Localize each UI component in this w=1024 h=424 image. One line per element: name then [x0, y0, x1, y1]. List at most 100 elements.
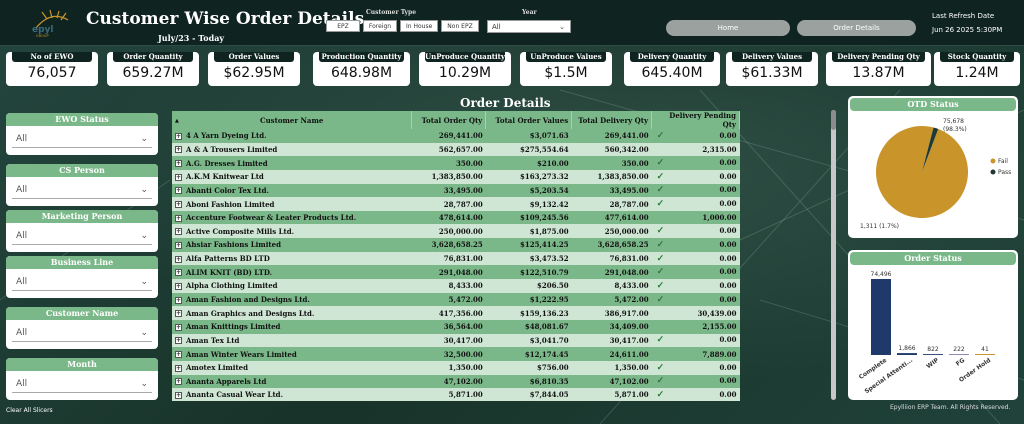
check-icon: ✓ [656, 376, 665, 387]
column-header-delivery-pending-qty[interactable]: Delivery Pending Qty [651, 111, 740, 129]
cell-delivery-pending-qty: 1,000.00 [652, 211, 740, 225]
kpi-value: 76,057 [27, 65, 77, 81]
expand-icon[interactable]: + [175, 323, 182, 331]
marketing-person-dropdown[interactable]: All ⌄ [12, 227, 152, 245]
bar-1[interactable] [897, 353, 917, 355]
table-row[interactable]: + Aman Graphics and Designs Ltd. 417,356.0… [172, 306, 740, 320]
expand-icon[interactable]: + [175, 228, 182, 236]
ewo-status-dropdown[interactable]: All ⌄ [12, 130, 152, 148]
table-row[interactable]: + Aboni Fashion Limited 28,787.00 $9,132.42… [172, 197, 740, 211]
table-row[interactable]: + A & A Trousers Limited 562,657.00 $275,55… [172, 142, 740, 157]
column-header-total-order-qty[interactable]: Total Order Qty [411, 111, 487, 129]
customer-name-text: ALIM KNIT (BD) LTD. [186, 267, 273, 277]
expand-icon[interactable]: + [175, 160, 182, 168]
bar-value-label: 1,866 [898, 345, 915, 352]
bar-3[interactable] [949, 354, 969, 355]
table-scrollbar[interactable] [831, 110, 836, 400]
cell-customer-name: + Alfa Patterns BD LTD [172, 252, 412, 266]
table-row[interactable]: + Ananta Apparels Ltd 47,102.00 $6,810.35 47… [172, 374, 740, 389]
order-details-button[interactable]: Order Details [797, 20, 916, 36]
bar-4[interactable] [975, 354, 995, 355]
pie-slice-pass[interactable] [922, 127, 939, 172]
pending-value: 7,889.00 [702, 349, 737, 359]
customer-name-text: Ahsiar Fashions Limited [186, 240, 281, 250]
cell-delivery-pending-qty: ✓ 0.00 [652, 361, 740, 375]
month-dropdown[interactable]: All ⌄ [12, 375, 152, 393]
check-icon: ✓ [656, 335, 665, 346]
cell-total-order-values: $7,844.05 [529, 390, 569, 400]
expand-icon[interactable]: + [175, 269, 182, 277]
column-header-customer-name[interactable]: ▲ Customer Name [172, 111, 413, 129]
customer-type-in-house[interactable]: In House [400, 20, 439, 32]
footer-copyright: Epylliion ERP Team. All Rights Reserved. [890, 404, 1011, 411]
table-row[interactable]: + Aman Knittings Limited 36,564.00 $48,081.… [172, 319, 740, 334]
expand-icon[interactable]: + [175, 378, 182, 386]
expand-icon[interactable]: + [175, 132, 182, 140]
column-header-total-order-values[interactable]: Total Order Values [485, 111, 573, 129]
clear-all-slicers-button[interactable]: Clear All Slicers [6, 407, 53, 414]
expand-icon[interactable]: + [175, 310, 182, 318]
otd-pie-chart: 75,678(98.3%) 1,311 (1.7%) Fail Pass [860, 118, 1011, 230]
expand-icon[interactable]: + [175, 241, 182, 249]
customer-name-dropdown[interactable]: All ⌄ [12, 324, 152, 342]
table-row[interactable]: + Aman Tex Ltd 30,417.00 $3,041.70 30,417.00… [172, 333, 740, 348]
cell-total-order-values: $3,473.52 [529, 254, 569, 264]
expand-icon[interactable]: + [175, 391, 182, 399]
cell-total-delivery-qty: 291,048.00 [604, 267, 649, 277]
expand-icon[interactable]: + [175, 351, 182, 359]
pie-slice-fail[interactable] [876, 125, 968, 218]
home-button[interactable]: Home [666, 20, 790, 36]
expand-icon[interactable]: + [175, 187, 182, 195]
table-row[interactable]: + Alpha Clothing Limited 8,433.00 $206.50 8,… [172, 279, 740, 293]
table-row[interactable]: + ALIM KNIT (BD) LTD. 291,048.00 $122,510.7… [172, 265, 740, 280]
expand-icon[interactable]: + [175, 255, 182, 263]
table-row[interactable]: + Aman Winter Wears Limited 32,500.00 $12,1… [172, 347, 740, 361]
table-row[interactable]: + Accenture Footwear & Leater Products Lt… [172, 210, 740, 225]
pie-data-label-fail-pct: (98.3%) [943, 126, 967, 133]
bar-2[interactable] [923, 354, 943, 355]
ewo-status-slicer: EWO Status All ⌄ [6, 113, 158, 155]
year-dropdown[interactable]: All ⌄ [487, 20, 571, 33]
cell-total-delivery-qty: 5,871.00 [614, 390, 649, 400]
table-row[interactable]: + Amotex Limited 1,350.00 $756.00 1,350.00 ✓ 0… [172, 360, 740, 375]
expand-icon[interactable]: + [175, 364, 182, 372]
cs-person-dropdown[interactable]: All ⌄ [12, 181, 152, 199]
cell-customer-name: + A.G. Dresses Limited [172, 156, 412, 170]
table-row[interactable]: +4 A Yarn Dyeing Ltd. 269,441.00 $3,071.63… [172, 129, 740, 143]
expand-icon[interactable]: + [175, 282, 182, 290]
table-row[interactable]: + A.G. Dresses Limited 350.00 $210.00 350.00… [172, 156, 740, 170]
bar-value-label: 74,496 [871, 271, 892, 278]
table-row[interactable]: + Active Composite Mills Ltd. 250,000.00 $1… [172, 224, 740, 239]
expand-icon[interactable]: + [175, 201, 182, 209]
table-row[interactable]: + A.K.M Knitwear Ltd 1,383,850.00 $163,273.… [172, 169, 740, 184]
cell-customer-name: + Aman Graphics and Designs Ltd. [172, 306, 412, 320]
expand-icon[interactable]: + [175, 146, 182, 154]
customer-type-epz[interactable]: EPZ [326, 20, 360, 32]
customer-name-text: Ananta Casual Wear Ltd. [186, 390, 284, 400]
table-row[interactable]: + Abanti Color Tex Ltd. 33,495.00 $5,203.54… [172, 183, 740, 198]
scrollbar-thumb[interactable] [831, 110, 836, 130]
cell-customer-name: + Aboni Fashion Limited [172, 197, 412, 211]
page-title: Customer Wise Order Details [86, 9, 365, 29]
table-row[interactable]: + Alfa Patterns BD LTD 76,831.00 $3,473.52 7… [172, 251, 740, 266]
bar-0[interactable] [871, 279, 891, 355]
expand-icon[interactable]: + [175, 296, 182, 304]
business-line-dropdown[interactable]: All ⌄ [12, 273, 152, 291]
customer-type-non-epz[interactable]: Non EPZ [441, 20, 479, 32]
table-row[interactable]: + Aman Fashion and Designs Ltd. 5,472.00 $1… [172, 292, 740, 307]
cell-total-delivery-qty: 28,787.00 [609, 199, 649, 209]
pending-value: 0.00 [719, 171, 737, 181]
customer-type-foreign[interactable]: Foreign [363, 20, 397, 32]
expand-icon[interactable]: + [175, 337, 182, 345]
table-row[interactable]: + Ananta Casual Wear Ltd. 5,871.00 $7,844.0… [172, 388, 740, 401]
cell-total-order-values: $9,132.42 [529, 199, 569, 209]
table-row[interactable]: + Ahsiar Fashions Limited 3,628,658.25 $125… [172, 238, 740, 252]
cell-total-order-values: $48,081.67 [524, 322, 569, 332]
expand-icon[interactable]: + [175, 173, 182, 181]
column-header-total-delivery-qty[interactable]: Total Delivery Qty [571, 111, 653, 129]
customer-name-text: Aman Fashion and Designs Ltd. [186, 295, 310, 304]
cell-customer-name: + Aman Winter Wears Limited [172, 347, 412, 361]
cell-delivery-pending-qty: 30,439.00 [652, 306, 740, 320]
customer-name-text: Aman Winter Wears Limited [186, 349, 297, 359]
expand-icon[interactable]: + [175, 214, 182, 222]
